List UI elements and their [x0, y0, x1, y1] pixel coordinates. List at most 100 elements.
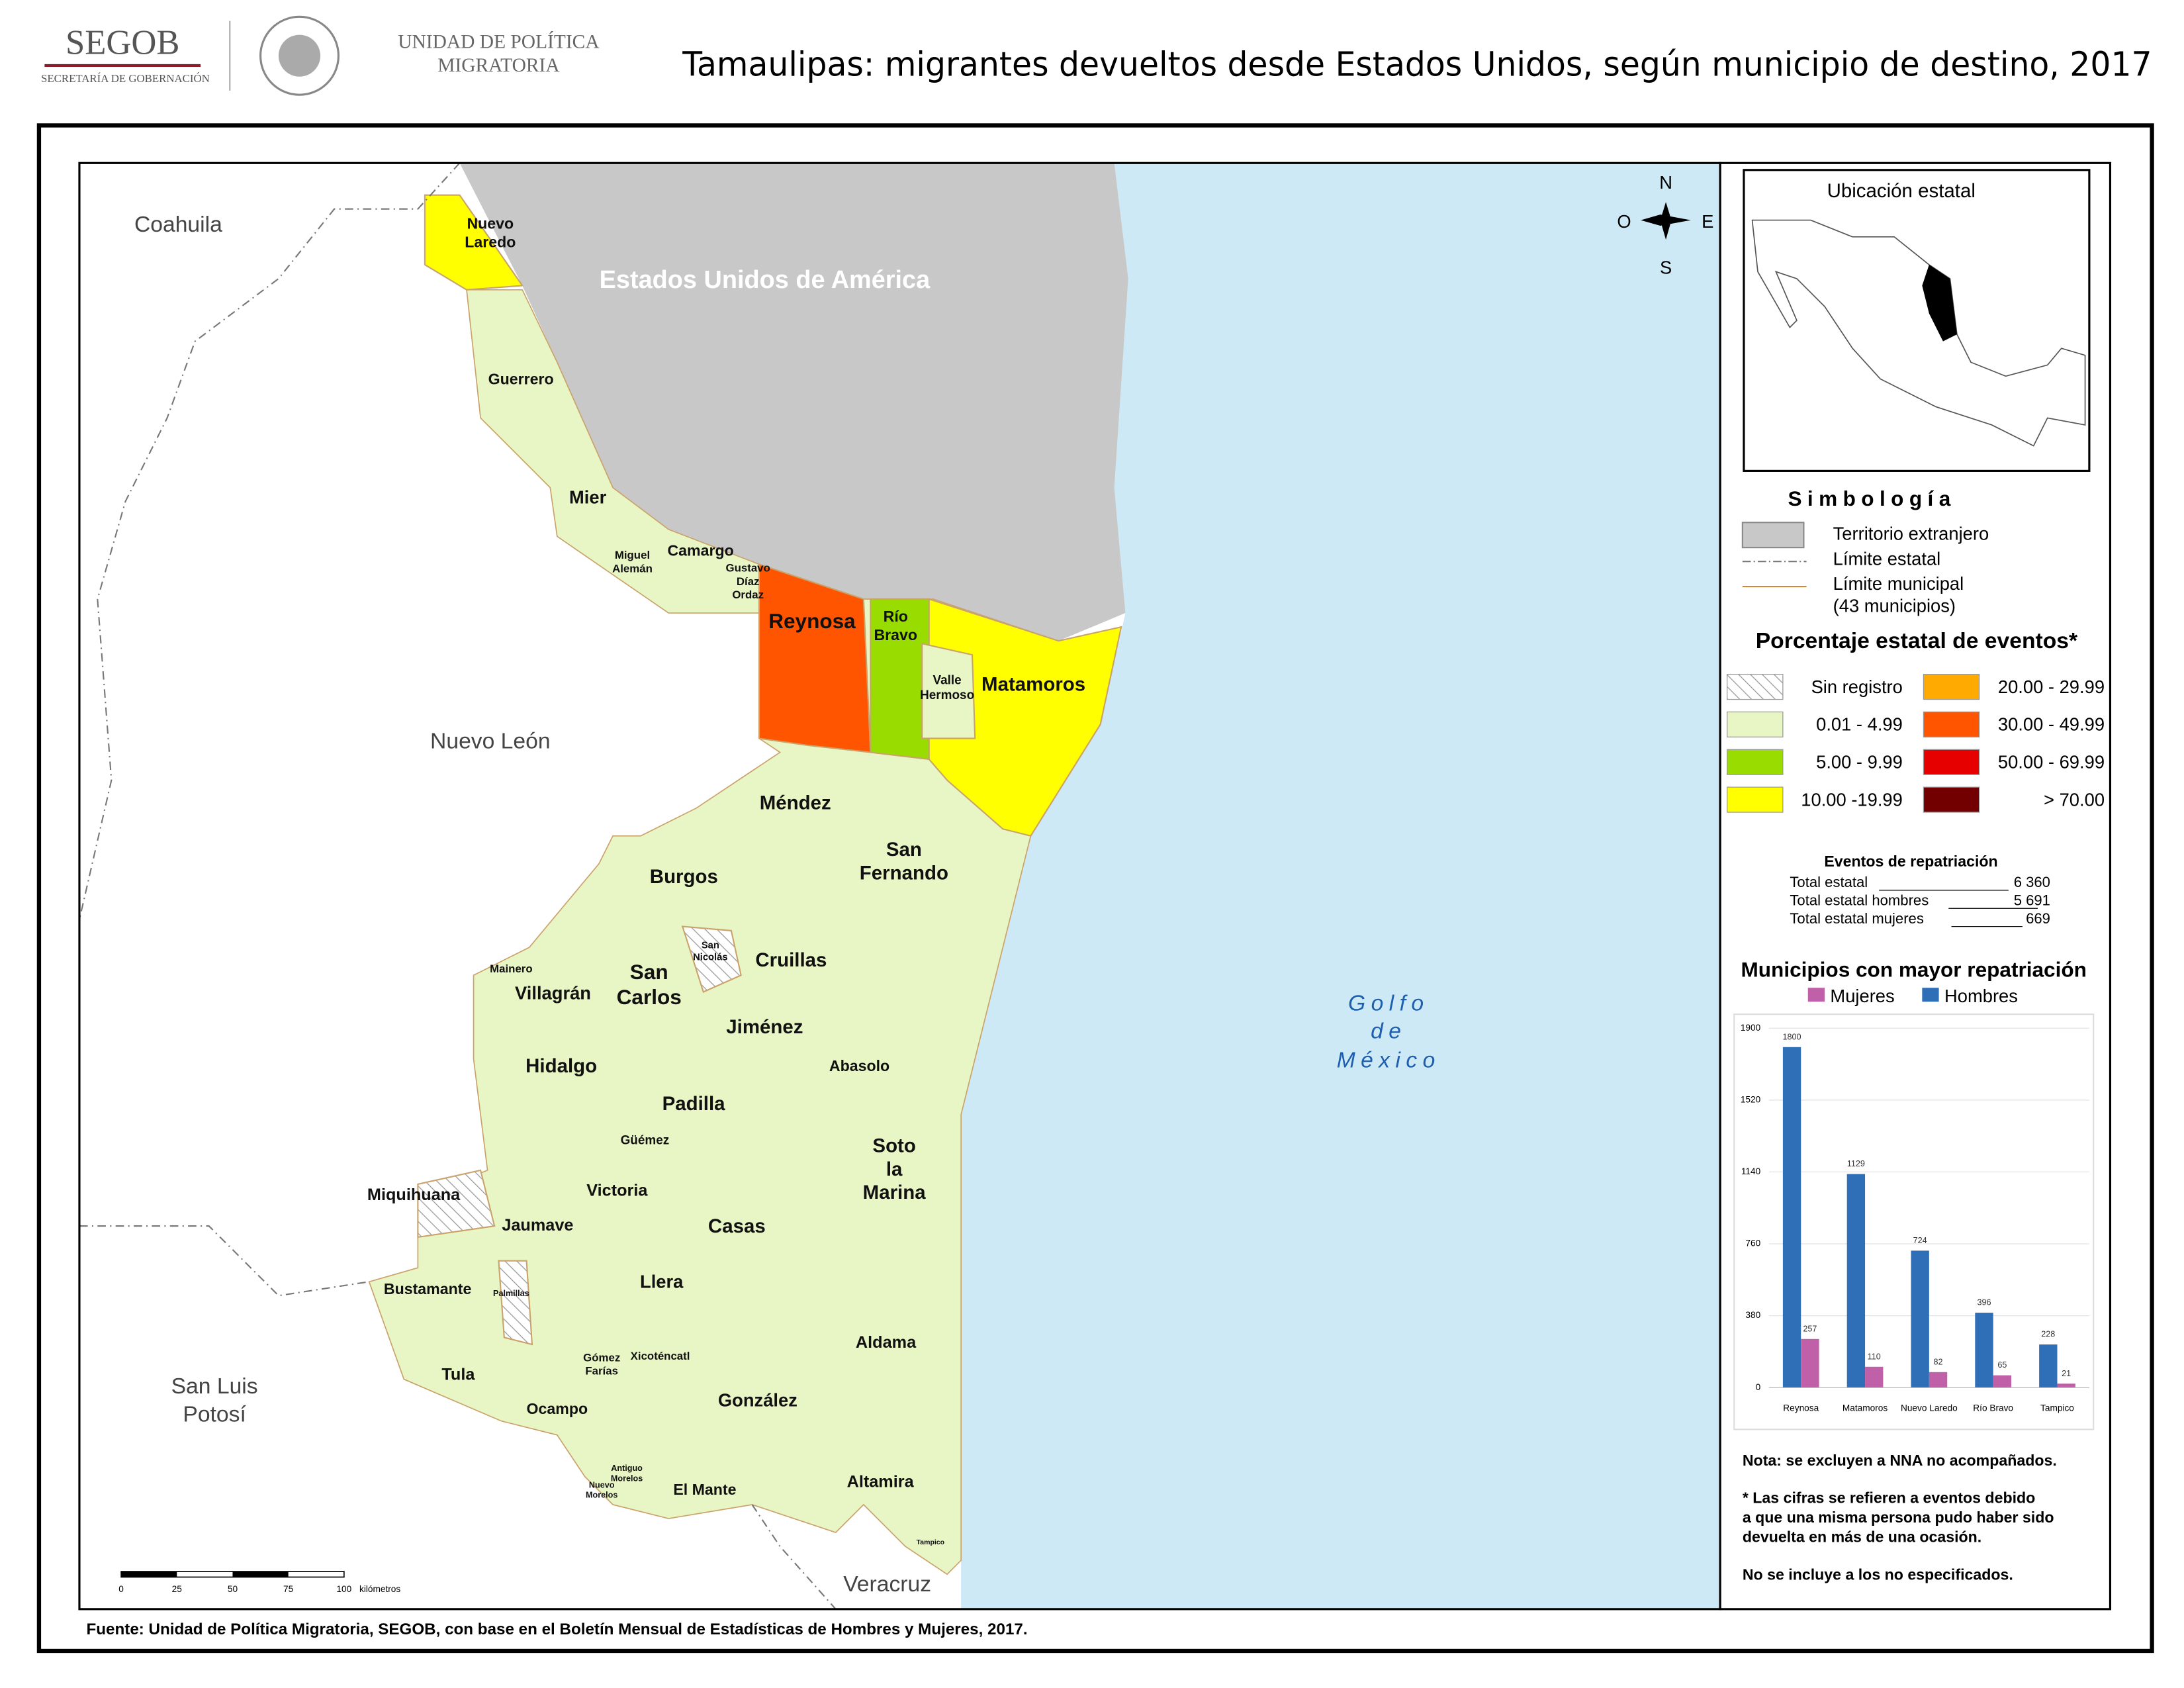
scale-label: 0 [118, 1584, 124, 1594]
stat-label: Total estatal hombres [1790, 892, 1929, 909]
class-swatch [1727, 674, 1784, 700]
scale-rect [121, 1571, 177, 1577]
y-tick-label: 760 [1745, 1239, 1760, 1248]
note: devuelta en más de una ocasión. [1743, 1528, 1981, 1546]
value-label: 396 [1977, 1298, 1991, 1307]
scale-label: 25 [172, 1584, 183, 1594]
compass: N S E O [1617, 172, 1713, 277]
municipality-label-line: Miguel [615, 549, 650, 562]
bar [1846, 1174, 1866, 1388]
municipality-label: Casas [708, 1215, 766, 1237]
value-label: 257 [1803, 1324, 1817, 1333]
compass-n: N [1659, 172, 1672, 193]
note: * Las cifras se refieren a eventos debid… [1743, 1489, 2035, 1507]
municipality-label-line: Matamoros [981, 673, 1085, 695]
region-label: Veracruz [843, 1572, 931, 1597]
municipality-label-line: Jaumave [502, 1216, 573, 1235]
municipality-label-line: Méndez [760, 792, 831, 814]
municipality-label: Hidalgo [525, 1055, 597, 1077]
municipality-label: Soto la Marina [863, 1135, 927, 1203]
y-tick-label: 1900 [1741, 1023, 1761, 1033]
municipality-label-line: Morelos [611, 1474, 643, 1483]
class-swatch [1923, 749, 1980, 775]
compass-s: S [1660, 257, 1672, 277]
municipality-label: Burgos [650, 866, 718, 888]
class-swatch [1727, 786, 1784, 813]
municipality-label: Río Bravo [874, 608, 917, 643]
municipality-label-line: la [886, 1158, 903, 1180]
note: No se incluye a los no especificados. [1743, 1566, 2013, 1583]
seal [259, 15, 340, 96]
region-label: San Luis Potosí [171, 1374, 258, 1427]
compass-e: E [1702, 211, 1713, 232]
palmillas [498, 1260, 533, 1346]
valle-hermoso [921, 643, 976, 739]
municipality-label: Antiguo Morelos [611, 1464, 643, 1483]
municipality-label-line: San [702, 941, 719, 951]
legend-item: Territorio extranjero [1833, 523, 1989, 543]
class-label: 5.00 - 9.99 [1816, 752, 1903, 773]
municipality-label-line: Carlos [617, 985, 682, 1009]
side-panel: Ubicación estatal Simbología Territorio … [1719, 162, 2112, 1611]
municipality-label-line: Ocampo [527, 1400, 588, 1417]
bar [1801, 1338, 1819, 1388]
scale-bar: 0 25 50 75 100 kilómetros [118, 1571, 400, 1594]
municipality-label: Camargo [667, 542, 733, 559]
stats-title: Eventos de repatriación [1824, 853, 1997, 870]
municipality-label: San Carlos [617, 960, 682, 1009]
class-label: 30.00 - 49.99 [1998, 714, 2105, 735]
x-tick-label: Río Bravo [1973, 1403, 2013, 1413]
value-label: 65 [1997, 1360, 2007, 1370]
municipality-label-line: Tula [441, 1365, 475, 1383]
municipality-label: Güémez [621, 1134, 670, 1148]
seal-core [278, 34, 321, 77]
municipality-label-line: Tampico [917, 1538, 945, 1546]
value-label: 82 [1934, 1357, 1943, 1366]
notes: Nota: se excluyen a NNA no acompañados. *… [1743, 1452, 2057, 1583]
stat-label: Total estatal mujeres [1790, 910, 1923, 927]
municipality-label-line: Burgos [650, 866, 718, 888]
x-tick-label: Nuevo Laredo [1901, 1403, 1958, 1413]
class-label: 0.01 - 4.99 [1816, 714, 1903, 735]
value-label: 1800 [1783, 1032, 1801, 1041]
municipality-labels: Nuevo Laredo Guerrero Mier Miguel Alemán Camar… [367, 215, 1085, 1546]
municipality-label: Abasolo [829, 1057, 889, 1074]
region-label: Estados Unidos de América [600, 266, 931, 294]
inset-tamaulipas [1922, 264, 1957, 342]
municipality-label: Altamira [847, 1472, 915, 1491]
municipality-label-line: Bravo [874, 626, 917, 643]
bar [1975, 1313, 1993, 1388]
municipality-label: Tampico [917, 1538, 945, 1546]
chart-legend-label: Mujeres [1830, 986, 1894, 1006]
scale-label: 100 [336, 1584, 351, 1594]
municipality-label: Guerrero [488, 371, 554, 388]
stat-value: 5 691 [2014, 892, 2050, 909]
municipality-label-line: Aldama [856, 1333, 917, 1352]
x-tick-label: Tampico [2040, 1403, 2074, 1413]
y-tick-label: 0 [1756, 1382, 1761, 1392]
municipality-label: San Fernando [860, 839, 948, 884]
municipality-label-line: Abasolo [829, 1057, 889, 1074]
municipality-label: El Mante [673, 1481, 736, 1498]
municipality-label-line: San [886, 839, 922, 861]
municipality-label: Jiménez [726, 1016, 803, 1038]
municipality-label-line: Palmillas [493, 1289, 529, 1299]
municipality-label-line: Altamira [847, 1472, 915, 1491]
legend-title: Simbología [1788, 487, 1956, 510]
municipality-label-line: Llera [640, 1272, 684, 1292]
stats: Total estatal 6 360 Total estatal hombres 5… [1790, 874, 2050, 927]
source: Fuente: Unidad de Política Migratoria, S… [86, 1620, 1027, 1638]
state-boundary [78, 162, 461, 920]
bar [1865, 1366, 1884, 1388]
class-label: > 70.00 [2044, 789, 2105, 810]
classes-title: Porcentaje estatal de eventos* [1756, 629, 2078, 653]
legend-swatch [1741, 522, 1805, 549]
municipality-label-line: Cruillas [755, 949, 827, 971]
municipality-label: Xicoténcatl [631, 1350, 690, 1362]
municipality-label: Mier [569, 487, 607, 508]
chart: 0 380 760 1140 1520 1900 Reynosa 1800 257 Matamor… [1733, 1013, 2095, 1430]
class-label: 20.00 - 29.99 [1998, 677, 2105, 697]
bar [1929, 1372, 1948, 1388]
municipality-label-line: Guerrero [488, 371, 554, 388]
municipality-label-line: Gustavo [725, 562, 770, 575]
